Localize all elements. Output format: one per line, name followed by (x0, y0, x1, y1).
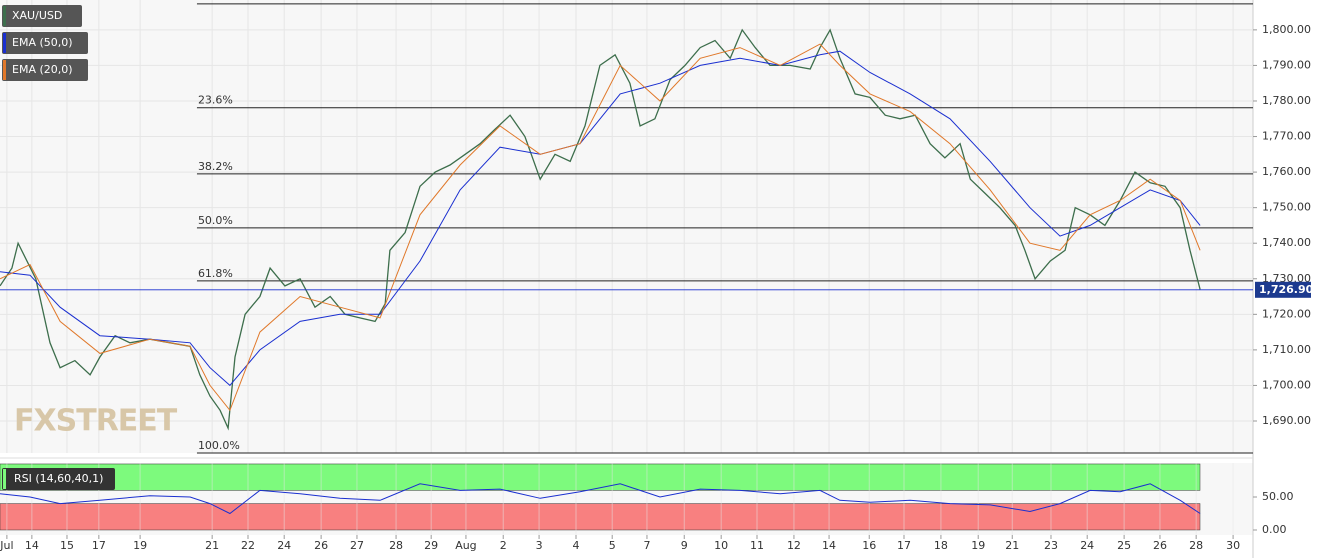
x-tick-label: 22 (241, 539, 255, 552)
y-tick-label: 50.00 (1262, 490, 1294, 503)
fib-label: 0.0% (198, 0, 226, 3)
x-tick-label: 21 (205, 539, 219, 552)
legend-box (2, 5, 82, 27)
y-tick-label: 1,720.00 (1262, 307, 1311, 320)
y-tick-label: 1,730.00 (1262, 272, 1311, 285)
x-tick-label: 27 (350, 539, 364, 552)
line-series (0, 50, 1201, 387)
y-tick-label: 1,760.00 (1262, 165, 1311, 178)
legend-swatch (3, 6, 6, 26)
x-tick-label: 12 (787, 539, 801, 552)
x-tick-label: 10 (714, 539, 728, 552)
fib-label: 100.0% (198, 439, 240, 452)
line-series (0, 28, 1201, 431)
watermark: FXSTREET (14, 404, 178, 439)
y-tick-label: 1,700.00 (1262, 378, 1311, 391)
fib-label: 50.0% (198, 214, 233, 227)
x-tick-label: 17 (92, 539, 106, 552)
y-tick-label: 1,770.00 (1262, 130, 1311, 143)
x-tick-label: 28 (389, 539, 403, 552)
x-tick-label: 11 (750, 539, 764, 552)
legend-box (2, 32, 88, 54)
x-tick-label: 5 (609, 539, 616, 552)
legend-label: XAU/USD (12, 9, 62, 22)
fib-label: 61.8% (198, 267, 233, 280)
rsi-lower-zone (0, 503, 1201, 531)
y-tick-label: 1,800.00 (1262, 23, 1311, 36)
line-series (0, 43, 1201, 412)
x-tick-label: 18 (934, 539, 948, 552)
x-tick-label: 15 (60, 539, 74, 552)
fib-label: 38.2% (198, 160, 233, 173)
y-tick-label: 1,690.00 (1262, 414, 1311, 427)
legend-swatch (3, 60, 6, 80)
x-tick-label: 19 (133, 539, 147, 552)
x-tick-label: 21 (1005, 539, 1019, 552)
x-tick-label: 14 (25, 539, 39, 552)
x-tick-label: 29 (424, 539, 438, 552)
x-tick-label: 17 (897, 539, 911, 552)
last-price-label: 1,726.90 (1259, 283, 1314, 296)
x-tick-label: 3 (536, 539, 543, 552)
legend-swatch (3, 33, 6, 53)
x-tick-label: 25 (1117, 539, 1131, 552)
x-tick-label: Jul (0, 539, 14, 552)
x-tick-label: 26 (1153, 539, 1167, 552)
x-tick-label: 26 (314, 539, 328, 552)
rsi-upper-zone (0, 463, 1201, 491)
x-tick-label: 28 (1189, 539, 1203, 552)
fib-label: 23.6% (198, 94, 233, 107)
legend-swatch (3, 469, 6, 489)
x-tick-label: 4 (572, 539, 579, 552)
legend-label: EMA (20,0) (12, 63, 73, 76)
y-tick-label: 1,780.00 (1262, 94, 1311, 107)
x-tick-label: 14 (822, 539, 836, 552)
x-tick-label: 24 (277, 539, 291, 552)
y-tick-label: 1,790.00 (1262, 58, 1311, 71)
line-series (0, 483, 1201, 515)
x-tick-label: 30 (1226, 539, 1240, 552)
x-tick-label: 2 (500, 539, 507, 552)
y-tick-label: 0.00 (1262, 523, 1287, 536)
legend-box (2, 468, 115, 490)
x-tick-label: Aug (455, 539, 476, 552)
x-tick-label: 9 (681, 539, 688, 552)
x-tick-label: 16 (862, 539, 876, 552)
y-tick-label: 1,750.00 (1262, 201, 1311, 214)
x-tick-label: 7 (643, 539, 650, 552)
legend-label: RSI (14,60,40,1) (14, 472, 103, 485)
y-tick-label: 1,710.00 (1262, 343, 1311, 356)
x-tick-label: 23 (1044, 539, 1058, 552)
legend-label: EMA (50,0) (12, 36, 73, 49)
x-tick-label: 24 (1080, 539, 1094, 552)
x-tick-label: 19 (971, 539, 985, 552)
y-tick-label: 1,740.00 (1262, 236, 1311, 249)
last-price-tag (1255, 281, 1311, 298)
legend-box (2, 59, 88, 81)
